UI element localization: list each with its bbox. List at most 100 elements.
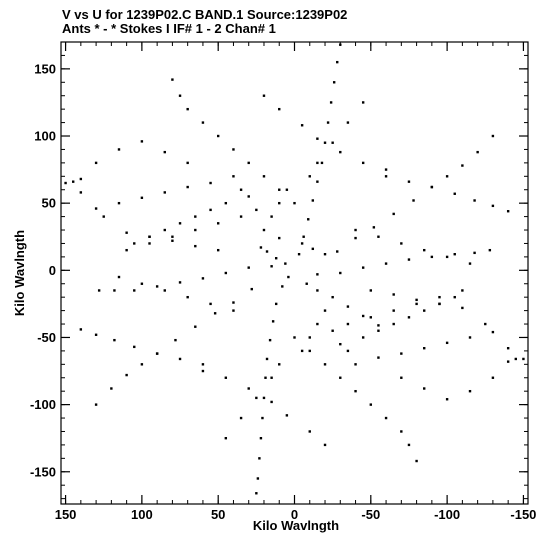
uv-point [445, 341, 449, 345]
uv-point [354, 236, 357, 240]
uv-point [262, 94, 266, 97]
uv-point [94, 403, 98, 406]
uv-point [133, 289, 136, 292]
uv-point [323, 363, 327, 366]
uv-point [491, 376, 495, 379]
uv-point [284, 262, 287, 265]
uv-point [209, 208, 212, 212]
uv-point [255, 492, 258, 495]
y-tick-label: 150 [34, 61, 56, 76]
uv-point [232, 175, 235, 178]
uv-point [392, 212, 395, 216]
uv-point [201, 369, 205, 373]
uv-point [354, 363, 357, 366]
uv-point [278, 236, 281, 240]
uv-point [311, 199, 315, 202]
uv-point [300, 349, 304, 353]
uv-point [224, 271, 228, 275]
uv-point [438, 302, 441, 306]
uv-point [484, 322, 487, 326]
uv-point [297, 252, 301, 256]
uv-point [117, 275, 121, 279]
uv-point [361, 314, 365, 318]
uv-point [232, 148, 235, 151]
uv-point [473, 251, 476, 255]
uv-point [270, 376, 273, 379]
uv-point [274, 257, 278, 260]
uv-point [468, 336, 472, 339]
uv-point [265, 250, 269, 253]
uv-point [178, 281, 182, 284]
uv-point [250, 287, 253, 291]
uv-point [354, 389, 357, 393]
uv-point [438, 295, 441, 299]
uv-point [113, 289, 116, 292]
uv-point [407, 258, 411, 261]
uv-point [491, 134, 495, 138]
uv-point [125, 231, 128, 234]
uv-point [326, 121, 330, 124]
uv-point [506, 210, 510, 213]
uv-point [308, 336, 311, 339]
uv-point [255, 396, 258, 400]
uv-point [271, 320, 275, 323]
uv-point [201, 363, 205, 366]
uv-point [79, 191, 83, 194]
uv-point [278, 363, 281, 366]
uv-point [216, 248, 220, 252]
uv-point [339, 342, 342, 346]
uv-point [94, 161, 98, 165]
uv-point [247, 195, 250, 198]
uv-point [239, 188, 243, 191]
uv-point [377, 356, 380, 359]
uv-point [213, 312, 217, 315]
uv-point [491, 330, 495, 334]
uv-point [423, 248, 426, 252]
uv-point [473, 199, 476, 202]
uv-point [259, 246, 263, 249]
uv-point [209, 302, 212, 306]
data-points [64, 43, 525, 495]
x-axis-label: Kilo Wavlngth [253, 518, 339, 533]
uv-point [285, 188, 289, 191]
uv-point [140, 140, 144, 143]
uv-point [300, 124, 304, 127]
uv-point [274, 302, 278, 306]
y-tick-label: 50 [42, 196, 56, 211]
uv-point [323, 309, 327, 312]
uv-point [117, 201, 121, 205]
uv-point [140, 282, 144, 285]
uv-point [194, 244, 197, 248]
uv-point [461, 289, 464, 292]
uv-point [171, 78, 174, 81]
uv-point [216, 222, 220, 225]
x-tick-label: -50 [361, 507, 380, 522]
y-tick-label: -50 [37, 330, 56, 345]
uv-point [316, 273, 319, 276]
uv-point [354, 228, 357, 232]
uv-point [407, 316, 411, 319]
uv-point [64, 181, 67, 185]
uv-point [163, 228, 166, 232]
uv-point [186, 185, 189, 189]
uv-point [287, 275, 290, 279]
uv-point [372, 226, 376, 229]
uv-point [339, 43, 342, 46]
uv-point [415, 459, 418, 463]
uv-point [506, 360, 510, 363]
uv-point [476, 150, 479, 154]
uv-point [346, 121, 350, 124]
uv-point [97, 289, 101, 292]
uv-point [163, 289, 166, 292]
uv-point [171, 235, 174, 238]
x-tick-label: 150 [55, 507, 77, 522]
uv-point [278, 201, 281, 205]
uv-point [361, 161, 365, 165]
uv-point [468, 389, 472, 393]
uv-point [332, 81, 336, 84]
uv-point [79, 177, 83, 181]
uv-point [300, 242, 304, 245]
uv-point [201, 121, 205, 124]
uv-point [400, 242, 403, 245]
uv-point [412, 199, 415, 202]
